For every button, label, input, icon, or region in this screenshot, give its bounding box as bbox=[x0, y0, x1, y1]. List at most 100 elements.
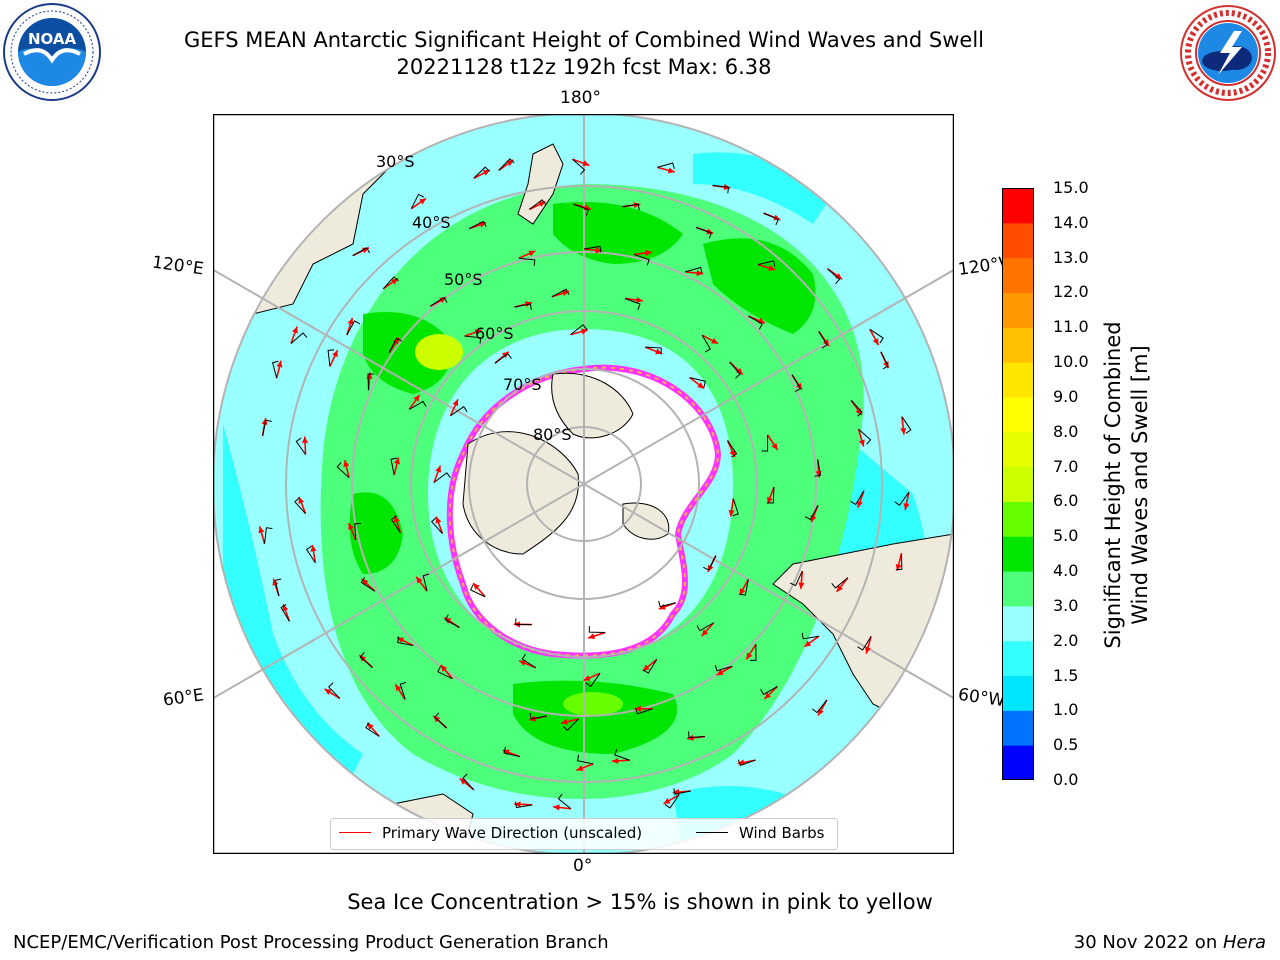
wave-direction-arrowhead bbox=[310, 545, 317, 552]
wave-direction-arrowhead bbox=[634, 705, 641, 712]
colorbar-label-line2: Wind Waves and Swell [m] bbox=[1128, 345, 1152, 625]
lon-label-180: 180° bbox=[560, 88, 601, 108]
high-wave-area bbox=[703, 238, 816, 334]
wave-direction-arrowhead bbox=[655, 348, 663, 355]
antarctica-interior-land bbox=[551, 372, 634, 439]
wind-barb bbox=[801, 632, 820, 640]
wave-direction-arrowhead bbox=[343, 460, 350, 467]
wind-barb bbox=[327, 349, 335, 367]
wind-barb bbox=[685, 266, 703, 274]
colorbar-segment bbox=[1002, 396, 1034, 433]
colorbar-tick-label: 4.0 bbox=[1053, 561, 1079, 581]
svg-text:NOAA: NOAA bbox=[28, 30, 77, 48]
colorbar-segment bbox=[1002, 188, 1034, 224]
wind-barb bbox=[469, 584, 486, 598]
wave-direction-arrowhead bbox=[864, 646, 871, 654]
max-wave-area bbox=[563, 692, 623, 716]
wind-barb bbox=[818, 331, 828, 349]
wave-direction-arrowhead bbox=[348, 523, 354, 531]
wind-barb bbox=[658, 600, 676, 608]
wave-direction-arrowhead bbox=[746, 652, 753, 660]
wave-direction-arrowhead bbox=[642, 664, 650, 671]
wave-direction-arrowhead bbox=[696, 270, 704, 277]
wind-barb bbox=[622, 203, 640, 211]
footer-credit: NCEP/EMC/Verification Post Processing Pr… bbox=[13, 932, 609, 953]
wind-barb-legend-label: Wind Barbs bbox=[739, 824, 825, 842]
wave-direction-arrowhead bbox=[324, 688, 332, 695]
lon-label-60w: 60°W bbox=[956, 684, 1007, 712]
colorbar-segment bbox=[1002, 257, 1034, 293]
wind-barb bbox=[750, 644, 757, 661]
wave-direction-arrowhead bbox=[771, 443, 778, 450]
wind-barb bbox=[748, 315, 763, 330]
lat-label-60s: 60°S bbox=[475, 324, 514, 343]
wind-barb bbox=[850, 490, 865, 506]
colorbar-tick-label: 0.0 bbox=[1053, 770, 1079, 789]
wind-barb bbox=[462, 773, 475, 791]
wave-direction-arrowhead bbox=[900, 427, 907, 435]
lat-label-70s: 70°S bbox=[503, 375, 542, 394]
footer-date: 30 Nov 2022 on Hera bbox=[1074, 932, 1266, 953]
wave-direction-arrowhead bbox=[903, 503, 910, 510]
wind-barb bbox=[328, 682, 341, 699]
sea-ice-note: Sea Ice Concentration > 15% is shown in … bbox=[347, 890, 933, 914]
wind-barb bbox=[673, 788, 691, 795]
wind-barb bbox=[274, 578, 282, 597]
wind-barb bbox=[811, 699, 828, 714]
wind-barb bbox=[336, 462, 350, 478]
wind-barb bbox=[869, 328, 884, 344]
wind-barb bbox=[858, 428, 872, 445]
wind-barb bbox=[791, 374, 801, 393]
lat-label-80s: 80°S bbox=[533, 425, 572, 444]
wave-direction-arrowhead bbox=[538, 201, 546, 207]
colorbar-tick-label: 11.0 bbox=[1053, 317, 1089, 337]
wind-barb bbox=[551, 288, 570, 298]
wave-direction-arrowhead bbox=[276, 360, 283, 368]
wind-barb bbox=[390, 515, 401, 533]
wind-barb bbox=[518, 257, 536, 266]
colorbar-tick-label: 5.0 bbox=[1053, 526, 1079, 546]
wind-barb bbox=[433, 472, 451, 483]
wave-direction-arrowhead bbox=[582, 160, 590, 167]
colorbar-segment bbox=[1002, 536, 1034, 572]
colorbar-segment bbox=[1002, 466, 1034, 502]
lon-label-0: 0° bbox=[573, 856, 593, 876]
wind-barb bbox=[701, 334, 712, 353]
wind-barb bbox=[763, 212, 779, 226]
wave-direction-arrowhead bbox=[716, 669, 724, 676]
wind-barb bbox=[696, 622, 715, 632]
lon-label-120e: 120°E bbox=[150, 252, 205, 280]
wave-direction-arrowhead bbox=[298, 496, 305, 504]
wave-direction-arrowhead bbox=[764, 692, 772, 699]
wind-barb bbox=[729, 361, 741, 379]
wave-direction-arrowhead bbox=[588, 633, 596, 640]
wave-direction-arrowhead bbox=[416, 576, 423, 584]
wave-direction-arrowhead bbox=[395, 684, 402, 692]
wind-barb bbox=[642, 659, 658, 674]
colorbar-label-line1: Significant Height of Combined bbox=[1101, 321, 1125, 649]
colorbar-segment bbox=[1002, 362, 1034, 398]
wind-barb bbox=[584, 245, 602, 253]
wave-direction-arrowhead bbox=[506, 159, 514, 167]
wind-barb bbox=[688, 731, 705, 739]
wind-barb bbox=[804, 505, 819, 521]
forecast-subtitle: 20221128 t12z 192h fcst Max: 6.38 bbox=[396, 55, 772, 79]
colorbar-tick-label: 1.5 bbox=[1053, 665, 1079, 685]
colorbar-tick-label: 1.0 bbox=[1053, 700, 1079, 720]
wave-direction-arrowhead bbox=[701, 629, 709, 637]
lat-label-40s: 40°S bbox=[412, 213, 451, 232]
max-wave-area bbox=[415, 334, 463, 370]
wind-barb bbox=[714, 664, 733, 672]
wind-barb bbox=[689, 377, 706, 388]
wave-direction-arrowhead bbox=[474, 329, 482, 336]
wave-direction-arrowhead bbox=[413, 394, 420, 402]
footer-machine: Hera bbox=[1222, 932, 1266, 953]
colorbar-segment bbox=[1002, 327, 1034, 363]
wave-direction-arrowhead bbox=[739, 588, 746, 596]
wind-barb bbox=[388, 337, 402, 353]
colorbar-tick-label: 14.0 bbox=[1053, 212, 1089, 232]
wind-barb bbox=[430, 517, 443, 534]
wave-direction-arrowhead bbox=[872, 338, 879, 346]
wave-direction-arrowhead bbox=[397, 637, 405, 644]
wind-barb bbox=[382, 276, 399, 290]
